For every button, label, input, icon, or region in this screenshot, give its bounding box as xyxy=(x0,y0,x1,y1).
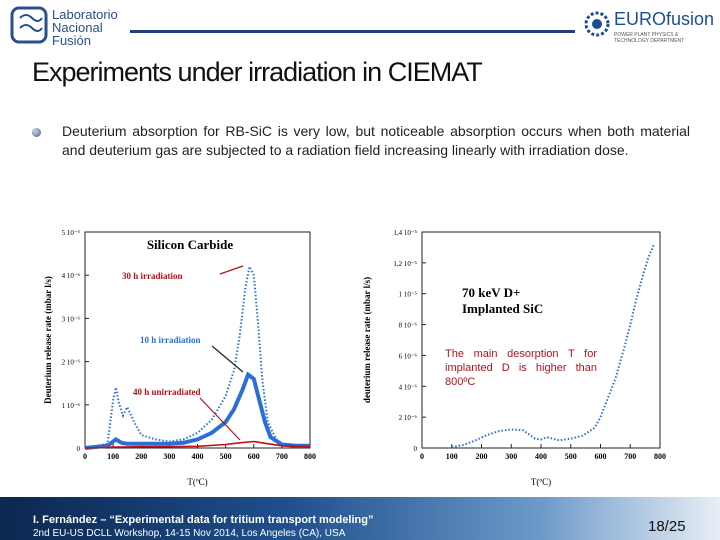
annotation-arrow-10h xyxy=(211,345,244,373)
annotation-arrow-40h xyxy=(199,397,241,441)
logo-left-line-2: Nacional xyxy=(52,20,103,35)
legend-10h: 10 h irradiation xyxy=(140,335,201,345)
y-tick-label: 1 10⁻⁶ xyxy=(62,402,81,410)
logo-left-line-1: Laboratorio xyxy=(52,7,118,22)
y-tick-label: 0 xyxy=(414,445,418,453)
chart-implanted-sic: 0 100 200 300 400 500 600 700 800 0 2 10⁻⁶ 4 10⁻⁶ 6 … xyxy=(362,229,666,487)
series-line-2 xyxy=(84,371,310,450)
legend-30h: 30 h irradiation xyxy=(122,271,183,281)
x-tick-label: 100 xyxy=(107,452,119,461)
footer-workshop: 2nd EU-US DCLL Workshop, 14-15 Nov 2014,… xyxy=(33,528,346,539)
y-tick-label: 1 10⁻⁵ xyxy=(399,291,418,299)
x-axis-label: T(ºC) xyxy=(187,477,207,487)
series-line-3 xyxy=(84,440,311,449)
series-line-1 xyxy=(84,263,310,449)
y-tick-label: 4 10⁻⁶ xyxy=(399,383,418,391)
y-tick-label: 8 10⁻⁶ xyxy=(399,322,418,330)
x-tick-label: 700 xyxy=(276,452,288,461)
logo-left-line-3: Fusión xyxy=(52,33,92,48)
annotation-arrow-30h xyxy=(219,265,244,275)
x-tick-label: 100 xyxy=(446,452,458,461)
y-tick-label: 2 10⁻⁶ xyxy=(62,359,81,367)
chart-title: Silicon Carbide xyxy=(147,237,234,252)
footer-bar xyxy=(0,497,720,540)
y-tick-label: 1,4 10⁻⁵ xyxy=(393,229,417,237)
x-tick-label: 400 xyxy=(192,452,204,461)
y-tick-label: 6 10⁻⁶ xyxy=(399,352,418,360)
callout-text: The main desorption T for implanted D is… xyxy=(445,347,597,389)
y-tick-label: 1,2 10⁻⁵ xyxy=(393,260,417,268)
chart-title-line-1: 70 keV D+ xyxy=(462,285,520,300)
bullet-text: Deuterium absorption for RB-SiC is very … xyxy=(62,123,690,158)
x-tick-label: 500 xyxy=(220,452,232,461)
y-tick-label: 0 xyxy=(77,445,81,453)
series-line-1 xyxy=(451,243,655,449)
x-tick-label: 500 xyxy=(565,452,577,461)
y-tick-label: 5 10⁻⁶ xyxy=(62,229,81,237)
y-axis-label: Deuterium release rate (mbar l/s) xyxy=(43,276,53,404)
slide-title: Experiments under irradiation in CIEMAT xyxy=(32,57,483,87)
y-tick-label: 3 10⁻⁶ xyxy=(62,315,81,323)
x-tick-label: 300 xyxy=(163,452,175,461)
x-tick-label: 0 xyxy=(83,452,87,461)
logo-right-sub-2: TECHNOLOGY DEPARTMENT xyxy=(614,38,685,44)
header-divider xyxy=(130,30,575,33)
y-tick-label: 2 10⁻⁶ xyxy=(399,414,418,422)
bullet-icon xyxy=(32,128,41,137)
x-tick-label: 0 xyxy=(420,452,424,461)
x-tick-label: 600 xyxy=(248,452,260,461)
chart-title-line-2: Implanted SiC xyxy=(462,301,543,316)
logo-right-sub-1: POWER PLANT PHYSICS & xyxy=(614,32,679,38)
footer-citation: I. Fernández – “Experimental data for tr… xyxy=(33,514,374,526)
x-axis-label: T(ºC) xyxy=(531,477,551,487)
x-tick-label: 200 xyxy=(135,452,147,461)
ciemat-lnf-logo: Laboratorio Nacional Fusión xyxy=(10,6,130,47)
x-tick-label: 700 xyxy=(624,452,636,461)
legend-40h: 40 h unirradiated xyxy=(133,387,201,397)
eurofusion-star-icon xyxy=(584,11,610,37)
x-tick-label: 400 xyxy=(535,452,547,461)
x-tick-label: 300 xyxy=(505,452,517,461)
x-tick-label: 200 xyxy=(476,452,488,461)
y-tick-label: 4 10⁻⁶ xyxy=(62,272,81,280)
chart-silicon-carbide: 0 100 200 300 400 500 600 700 800 0 1 10⁻⁶ 2 10⁻⁶ 3 … xyxy=(43,229,316,487)
logo-right-name: EUROfusion xyxy=(614,9,715,29)
x-tick-label: 600 xyxy=(595,452,607,461)
y-axis-label: deuterium release rate (mbar l/s) xyxy=(362,277,372,403)
logo-right-sub: POWER PLANT PHYSICS & TECHNOLOGY DEPARTM… xyxy=(614,32,684,44)
lnf-logo-icon xyxy=(10,6,48,44)
eurofusion-logo: EUROfusion POWER PLANT PHYSICS & TECHNOL… xyxy=(580,5,715,50)
x-tick-label: 800 xyxy=(304,452,316,461)
logo-left-text: Laboratorio Nacional Fusión xyxy=(52,8,118,47)
page-number: 18/25 xyxy=(648,518,686,535)
x-tick-label: 800 xyxy=(654,452,666,461)
plot-frame xyxy=(421,231,661,449)
